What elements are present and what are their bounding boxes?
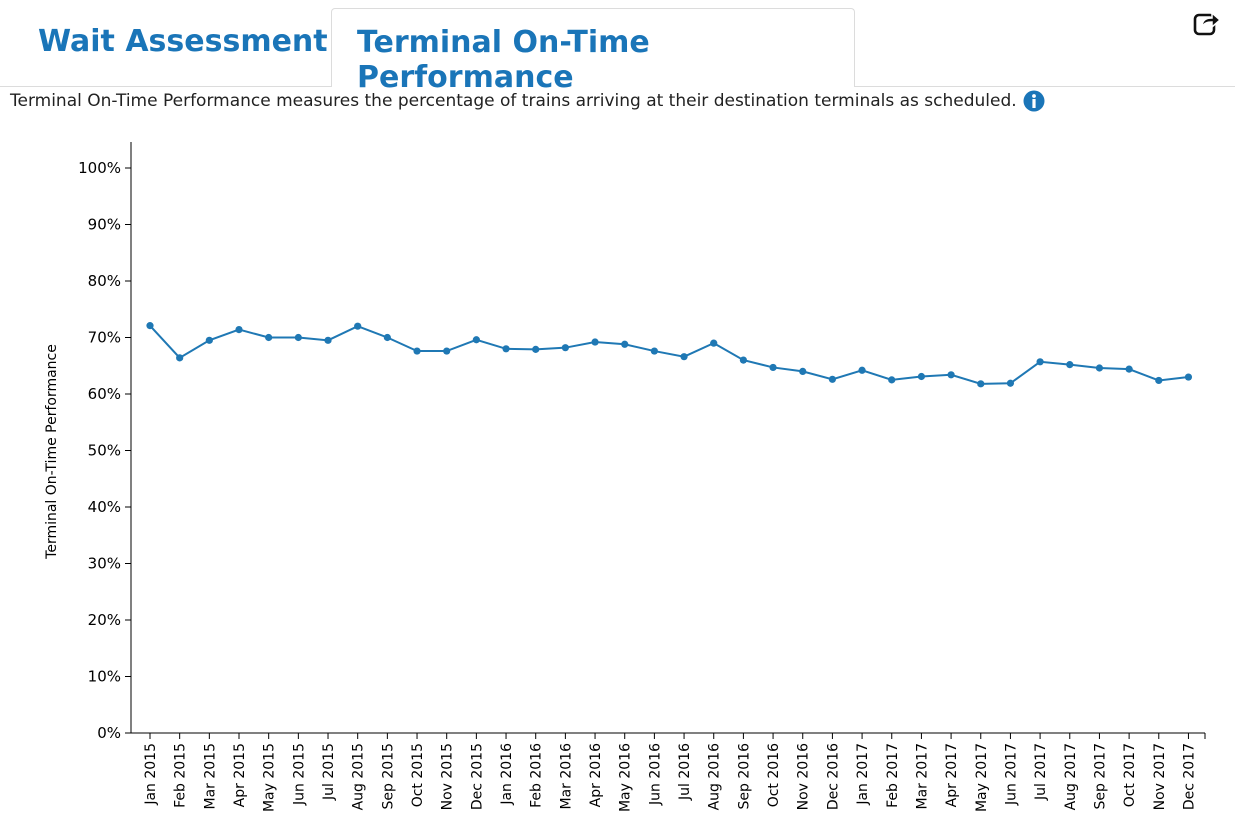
data-point [977,380,985,388]
data-point [917,372,926,381]
data-point [1184,373,1193,381]
x-tick-label: Feb 2016 [529,743,545,808]
y-tick-label: 90% [88,216,121,234]
x-tick-label: Feb 2015 [173,743,189,808]
data-point [502,345,510,353]
data-point [383,333,391,342]
x-tick-label: Mar 2017 [914,743,930,810]
data-point [294,333,302,342]
x-tick-label: Oct 2016 [766,743,782,807]
share-icon[interactable] [1192,8,1222,38]
data-point [146,322,154,330]
x-tick-label: Sep 2016 [736,743,752,810]
data-point [1125,365,1133,373]
y-tick-label: 0% [97,724,121,742]
x-tick-label: Dec 2016 [825,743,841,810]
x-tick-label: Jul 2017 [1033,743,1049,801]
x-tick-label: Jun 2016 [647,743,663,806]
y-tick-label: 30% [88,555,121,573]
x-tick-label: Feb 2017 [885,743,901,808]
x-tick-label: Sep 2015 [380,743,396,809]
x-tick-label: Dec 2017 [1181,743,1197,810]
x-tick-label: Nov 2017 [1152,743,1168,810]
data-point [413,347,421,355]
data-point [354,322,362,330]
data-point [858,366,866,374]
x-tick-label: May 2015 [262,743,278,812]
data-point [205,336,213,344]
data-point [680,353,688,361]
series-line [149,324,1189,385]
x-tick-label: Jul 2016 [677,743,693,801]
x-tick-label: May 2016 [618,743,634,812]
x-tick-label: Nov 2016 [796,743,812,810]
x-tick-label: Sep 2017 [1092,743,1108,809]
data-point [621,340,629,348]
y-tick-label: 70% [88,329,121,347]
data-point [1095,364,1104,372]
y-axis-label: Terminal On-Time Performance [44,344,60,560]
x-tick-label: Aug 2015 [351,743,367,810]
tab-bar: Wait Assessment Terminal On-Time Perform… [0,0,1237,95]
data-point [235,325,243,334]
x-tick-label: Jan 2017 [855,743,871,806]
data-point [888,376,896,384]
tab-wait-assessment[interactable]: Wait Assessment [38,24,328,59]
x-tick-label: Dec 2015 [469,743,485,810]
data-point [176,354,184,362]
data-point [1066,361,1074,369]
data-point [947,371,955,379]
data-point [769,363,777,372]
x-tick-label: Jan 2016 [499,743,515,806]
y-tick-label: 50% [88,442,121,460]
y-tick-label: 80% [88,272,121,290]
data-point [1155,376,1163,385]
description-row: Terminal On-Time Performance measures th… [10,90,1045,112]
x-tick-label: Apr 2017 [944,743,960,807]
x-tick-label: Apr 2016 [588,743,604,807]
y-tick-label: 100% [78,159,121,177]
data-point [532,345,540,353]
x-tick-label: Mar 2016 [558,743,574,810]
y-tick-label: 20% [88,611,121,629]
data-point [739,356,748,364]
x-tick-label: Oct 2017 [1122,743,1138,807]
x-tick-label: Jun 2017 [1003,743,1019,806]
description-text: Terminal On-Time Performance measures th… [10,91,1017,111]
x-tick-label: Aug 2016 [707,743,723,811]
data-point [265,333,273,342]
y-tick-label: 10% [88,668,121,686]
data-point [561,344,569,352]
x-tick-label: Mar 2015 [202,743,218,810]
tab-terminal-on-time-performance[interactable]: Terminal On-Time Performance [331,8,855,95]
data-point [1036,358,1044,366]
data-point [324,336,332,344]
x-tick-label: May 2017 [974,743,990,812]
data-point [799,367,807,375]
info-icon[interactable] [1023,90,1045,112]
x-tick-label: Nov 2015 [440,743,456,810]
data-point [1006,379,1015,387]
x-tick-label: Jan 2015 [143,743,159,806]
x-tick-label: Jun 2015 [291,743,307,806]
data-point [591,338,599,346]
x-tick-label: Jul 2015 [321,743,337,801]
data-point [650,347,658,355]
x-tick-label: Oct 2015 [410,743,426,807]
y-tick-label: 60% [88,385,121,403]
x-tick-label: Apr 2015 [232,743,248,807]
data-point [443,347,451,355]
data-point [710,339,718,347]
data-point [472,336,480,344]
x-tick-label: Aug 2017 [1063,743,1079,810]
data-point [828,375,837,383]
line-chart: 0% 10% 20% 30% 40% 50% 60% 70% 80% 90% 100% Termina… [44,142,1206,812]
y-tick-label: 40% [88,498,121,516]
